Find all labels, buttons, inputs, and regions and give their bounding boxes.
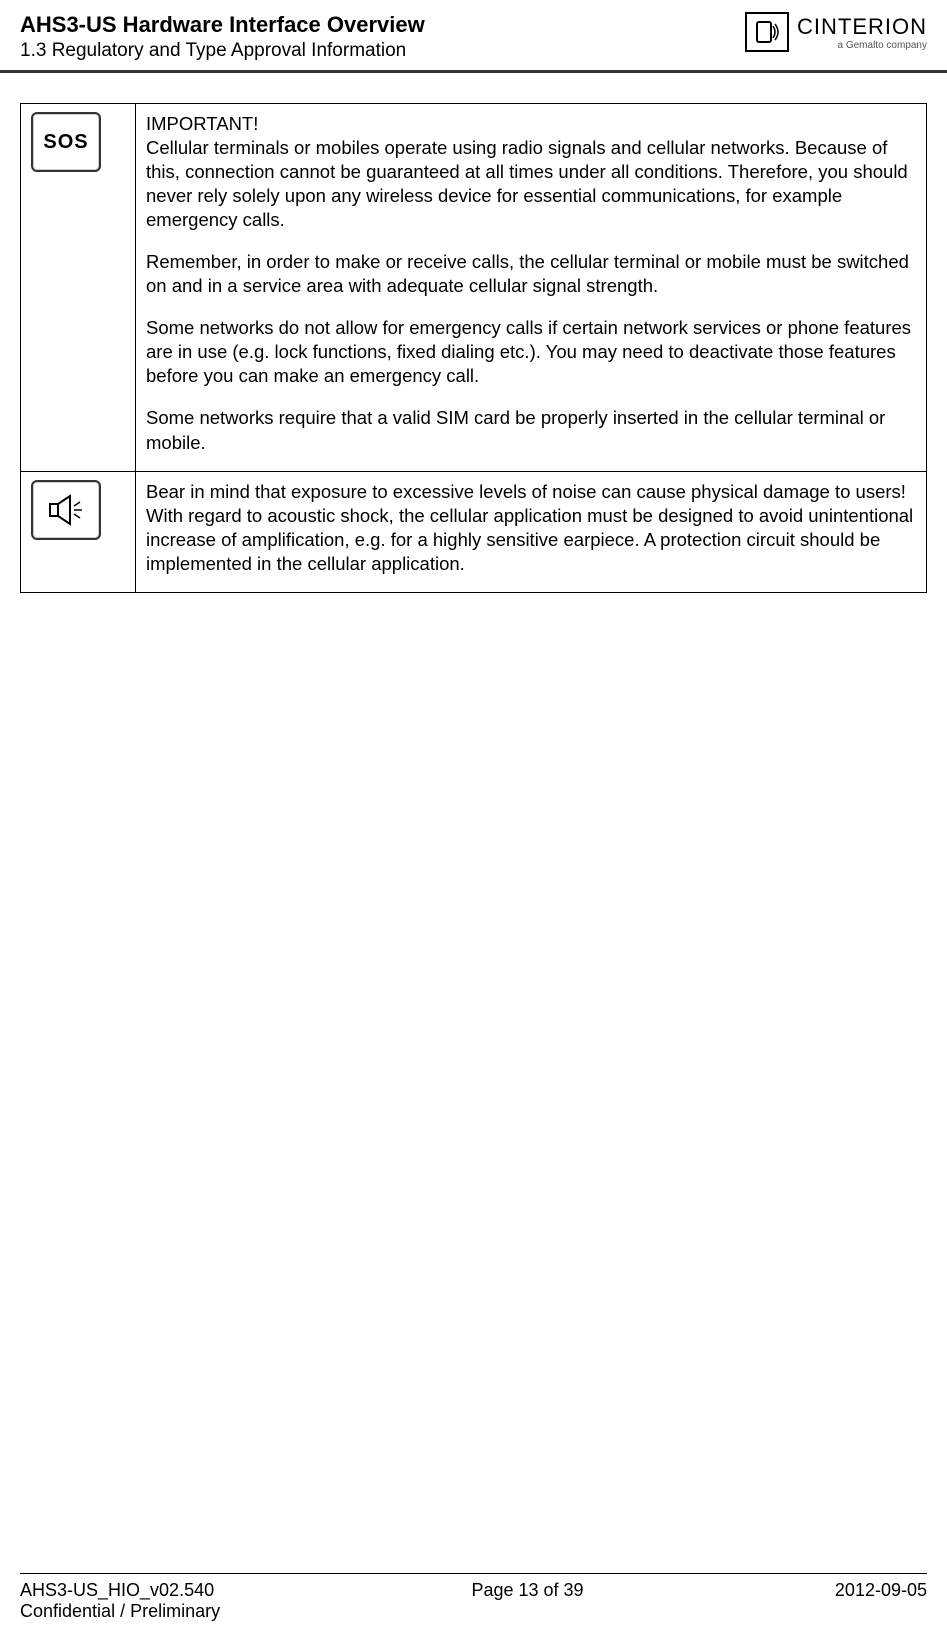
phone-signal-icon [753,18,781,46]
table-row: Bear in mind that exposure to excessive … [21,471,927,592]
header-left: AHS3-US Hardware Interface Overview 1.3 … [20,12,425,62]
document-subtitle: 1.3 Regulatory and Type Approval Informa… [20,40,425,62]
logo-text: CINTERION a Gemalto company [797,14,927,51]
footer-doc-id: AHS3-US_HIO_v02.540 [20,1580,220,1601]
document-title: AHS3-US Hardware Interface Overview [20,12,425,38]
logo-icon [745,12,789,52]
paragraph: Remember, in order to make or receive ca… [146,250,916,298]
logo-sub-text: a Gemalto company [838,40,928,51]
footer-confidentiality: Confidential / Preliminary [20,1601,220,1622]
icon-cell-sos: SOS [21,104,136,472]
sos-icon-label: SOS [43,131,88,154]
page-header: AHS3-US Hardware Interface Overview 1.3 … [0,0,947,73]
table-row: SOS IMPORTANT! Cellular terminals or mob… [21,104,927,472]
header-right: CINTERION a Gemalto company [745,12,927,52]
footer-right: 2012-09-05 [835,1580,927,1622]
speaker-icon [31,480,101,540]
info-table: SOS IMPORTANT! Cellular terminals or mob… [20,103,927,593]
text-cell: Bear in mind that exposure to excessive … [136,471,927,592]
footer-date: 2012-09-05 [835,1580,927,1600]
footer-center: Page 13 of 39 [471,1580,583,1622]
paragraph: Bear in mind that exposure to excessive … [146,480,916,576]
footer-page-number: Page 13 of 39 [471,1580,583,1600]
paragraph: Some networks do not allow for emergency… [146,316,916,388]
paragraph: Some networks require that a valid SIM c… [146,406,916,454]
sos-icon: SOS [31,112,101,172]
paragraph: IMPORTANT! Cellular terminals or mobiles… [146,112,916,232]
text-cell: IMPORTANT! Cellular terminals or mobiles… [136,104,927,472]
logo-main-text: CINTERION [797,14,927,40]
icon-cell-speaker [21,471,136,592]
page-footer: AHS3-US_HIO_v02.540 Confidential / Preli… [20,1573,927,1622]
page-content: SOS IMPORTANT! Cellular terminals or mob… [0,73,947,613]
speaker-svg-icon [44,490,88,530]
footer-left: AHS3-US_HIO_v02.540 Confidential / Preli… [20,1580,220,1622]
